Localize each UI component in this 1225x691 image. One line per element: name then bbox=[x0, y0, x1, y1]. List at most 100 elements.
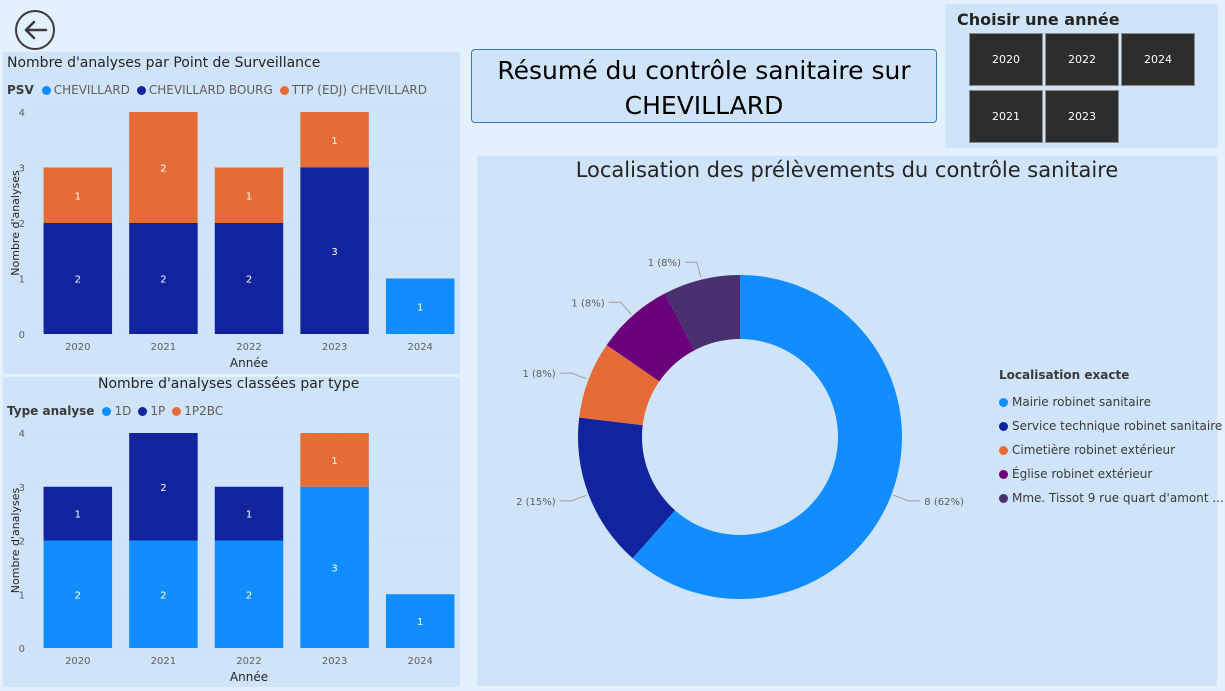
donut-legend-item[interactable]: Église robinet extérieur bbox=[999, 462, 1224, 486]
x-axis-title: Année bbox=[230, 670, 268, 684]
bar-segment[interactable] bbox=[129, 112, 198, 223]
bar-segment[interactable] bbox=[214, 223, 284, 334]
legend-label: Service technique robinet sanitaire bbox=[1012, 419, 1223, 433]
bar-segment[interactable] bbox=[214, 540, 284, 649]
y-tick-label: 3 bbox=[19, 483, 25, 494]
data-label: 1 bbox=[331, 136, 337, 147]
data-label: 1 bbox=[246, 510, 252, 521]
x-tick-label: 2022 bbox=[236, 656, 261, 667]
bar-segment[interactable] bbox=[300, 486, 369, 648]
donut-title: Localisation des prélèvements du contrôl… bbox=[575, 158, 1119, 182]
y-tick-label: 1 bbox=[19, 275, 25, 286]
bar-segment[interactable] bbox=[214, 167, 284, 224]
donut-slice[interactable] bbox=[606, 293, 695, 382]
donut-slice[interactable] bbox=[579, 344, 660, 426]
legend-label: 1P bbox=[150, 404, 166, 418]
donut-legend-item[interactable]: Service technique robinet sanitaire bbox=[999, 414, 1224, 438]
legend-label: TTP (EDJ) CHEVILLARD bbox=[291, 83, 427, 97]
bar-segment[interactable] bbox=[43, 540, 113, 649]
chart-type-title: Nombre d'analyses classées par type bbox=[98, 376, 360, 392]
bar-segment[interactable] bbox=[129, 540, 198, 649]
leader-line bbox=[893, 494, 921, 502]
donut-data-label: 1 (8%) bbox=[522, 369, 555, 380]
y-axis-title: Nombre d'analyses bbox=[9, 170, 22, 276]
legend-label: CHEVILLARD bbox=[53, 83, 130, 97]
x-tick-label: 2023 bbox=[322, 342, 347, 353]
bar-segment[interactable] bbox=[300, 167, 369, 335]
bar-segment[interactable] bbox=[43, 223, 113, 334]
bar-segment[interactable] bbox=[129, 223, 198, 334]
back-button[interactable] bbox=[15, 10, 55, 50]
x-tick-label: 2024 bbox=[407, 342, 432, 353]
bar-segment[interactable] bbox=[214, 486, 284, 541]
legend-dot bbox=[136, 85, 146, 95]
legend-label: CHEVILLARD BOURG bbox=[148, 83, 273, 97]
bar-segment[interactable] bbox=[43, 486, 113, 541]
donut-legend-item[interactable]: Mairie robinet sanitaire bbox=[999, 390, 1224, 414]
legend-item[interactable]: TTP (EDJ) CHEVILLARD bbox=[279, 83, 427, 97]
legend-label: Église robinet extérieur bbox=[1012, 467, 1153, 481]
legend-dot bbox=[999, 445, 1008, 455]
bar-segment[interactable] bbox=[300, 112, 369, 168]
arrow-left-icon bbox=[24, 20, 48, 40]
bar-segment[interactable] bbox=[43, 167, 113, 224]
legend-label: Cimetière robinet extérieur bbox=[1012, 443, 1176, 457]
data-label: 1 bbox=[75, 510, 81, 521]
chart-psv-title: Nombre d'analyses par Point de Surveilla… bbox=[7, 55, 321, 71]
donut-data-label: 8 (62%) bbox=[924, 497, 964, 508]
year-slicer: Choisir une année 2020 2022 2024 2021 20… bbox=[945, 4, 1218, 148]
donut-panel: Localisation des prélèvements du contrôl… bbox=[477, 156, 1224, 686]
data-label: 2 bbox=[160, 590, 166, 601]
bar-segment[interactable] bbox=[300, 433, 369, 487]
data-label: 1 bbox=[75, 191, 81, 202]
year-button-2023[interactable]: 2023 bbox=[1045, 90, 1119, 143]
data-label: 2 bbox=[75, 590, 81, 601]
donut-slice[interactable] bbox=[578, 417, 676, 559]
legend-dot bbox=[41, 85, 51, 95]
summary-line-2: CHEVILLARD bbox=[624, 91, 784, 120]
donut-legend-title: Localisation exacte bbox=[999, 368, 1130, 382]
donut-legend-item[interactable]: Mme. Tissot 9 rue quart d'amont ... bbox=[999, 486, 1224, 510]
year-button-2020[interactable]: 2020 bbox=[969, 33, 1043, 86]
legend-item[interactable]: 1D bbox=[102, 404, 131, 418]
x-tick-label: 2024 bbox=[407, 656, 432, 667]
y-tick-label: 2 bbox=[19, 537, 25, 548]
y-tick-label: 2 bbox=[19, 219, 25, 230]
data-label: 1 bbox=[246, 191, 252, 202]
legend-dot bbox=[999, 397, 1008, 407]
year-button-2022[interactable]: 2022 bbox=[1045, 33, 1119, 86]
donut-slice[interactable] bbox=[632, 275, 903, 599]
legend-label: 1D bbox=[114, 404, 132, 418]
bar-segment[interactable] bbox=[385, 594, 455, 648]
chart-psv-panel: Nombre d'analyses par Point de Surveilla… bbox=[3, 52, 460, 374]
legend-title: Type analyse bbox=[7, 404, 95, 418]
legend-item[interactable]: 1P bbox=[138, 404, 165, 418]
donut-slice[interactable] bbox=[664, 275, 740, 351]
legend-dot bbox=[999, 469, 1008, 479]
legend-dot bbox=[999, 493, 1008, 503]
leader-line bbox=[559, 494, 587, 502]
legend-dot bbox=[138, 406, 148, 416]
x-axis-title: Année bbox=[230, 356, 268, 370]
legend-item[interactable]: CHEVILLARD BOURG bbox=[136, 83, 273, 97]
data-label: 2 bbox=[160, 164, 166, 175]
donut-data-label: 1 (8%) bbox=[648, 258, 681, 269]
legend-title: PSV bbox=[7, 83, 34, 97]
y-tick-label: 1 bbox=[19, 590, 25, 601]
donut-data-label: 1 (8%) bbox=[571, 298, 604, 309]
bar-segment[interactable] bbox=[129, 433, 198, 541]
data-label: 3 bbox=[331, 247, 337, 258]
leader-line bbox=[684, 261, 702, 278]
bar-segment[interactable] bbox=[385, 278, 455, 335]
legend-dot bbox=[102, 406, 112, 416]
donut-legend-item[interactable]: Cimetière robinet extérieur bbox=[999, 438, 1224, 462]
year-button-2024[interactable]: 2024 bbox=[1121, 33, 1195, 86]
summary-title: Résumé du contrôle sanitaire sur CHEVILL… bbox=[471, 49, 937, 123]
legend-item[interactable]: CHEVILLARD bbox=[41, 83, 130, 97]
donut-plot: 8 (62%) 2 (15%) 1 (8%) 1 (8%) 1 (8%) bbox=[516, 258, 964, 599]
year-button-2021[interactable]: 2021 bbox=[969, 90, 1043, 143]
leader-line bbox=[608, 301, 632, 315]
y-tick-label: 4 bbox=[19, 108, 25, 119]
legend-item[interactable]: 1P2BC bbox=[172, 404, 223, 418]
data-label: 1 bbox=[331, 456, 337, 467]
